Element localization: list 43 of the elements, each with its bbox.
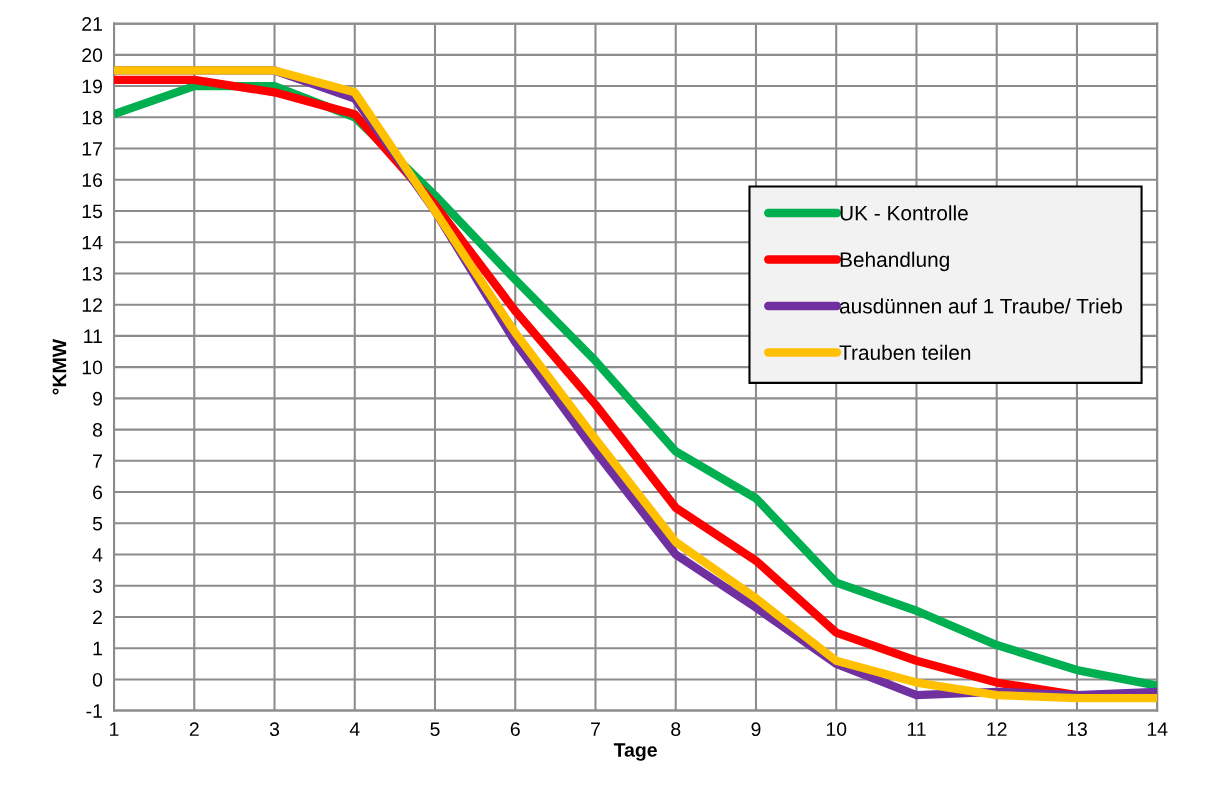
x-tick-label: 5 bbox=[430, 722, 440, 737]
y-tick-label: 13 bbox=[82, 266, 103, 281]
legend-label: UK - Kontrolle bbox=[840, 205, 968, 221]
x-tick-label: 7 bbox=[591, 722, 600, 736]
y-tick-label: 11 bbox=[84, 329, 102, 343]
x-tick-label: 9 bbox=[751, 722, 761, 737]
y-tick-label: 16 bbox=[82, 173, 103, 187]
x-tick-label: 13 bbox=[1067, 722, 1087, 737]
y-tick-label: 4 bbox=[92, 548, 103, 562]
y-tick-label: 3 bbox=[92, 579, 103, 593]
y-tick-label: 20 bbox=[82, 48, 103, 63]
y-tick-label: 2 bbox=[93, 610, 102, 625]
y-tick-label: 15 bbox=[82, 204, 103, 219]
y-tick-label: 1 bbox=[93, 641, 102, 656]
y-tick-label: 14 bbox=[82, 235, 103, 250]
y-tick-label: 6 bbox=[93, 485, 103, 500]
x-tick-label: 3 bbox=[269, 722, 280, 737]
y-tick-label: 17 bbox=[82, 142, 102, 156]
x-tick-label: 8 bbox=[671, 722, 681, 737]
y-tick-label: 21 bbox=[82, 17, 102, 31]
x-axis-title: Tage bbox=[613, 743, 657, 761]
y-tick-label: 12 bbox=[82, 298, 102, 312]
x-tick-label: 12 bbox=[987, 722, 1007, 736]
y-tick-label: 19 bbox=[82, 79, 102, 94]
y-tick-label: 9 bbox=[93, 391, 102, 406]
y-tick-label: 8 bbox=[92, 423, 103, 437]
y-tick-label: -1 bbox=[86, 704, 102, 718]
y-axis-title: °KMW bbox=[52, 338, 67, 395]
x-tick-label: 6 bbox=[510, 722, 520, 737]
x-tick-label: 14 bbox=[1147, 722, 1168, 736]
x-tick-label: 11 bbox=[907, 722, 926, 736]
x-tick-label: 10 bbox=[826, 722, 847, 737]
legend-label: ausdünnen auf 1 Traube/ Trieb bbox=[839, 298, 1122, 314]
y-tick-label: 0 bbox=[92, 672, 103, 687]
y-tick-label: 18 bbox=[82, 110, 103, 125]
y-tick-label: 5 bbox=[92, 516, 103, 531]
y-tick-label: 10 bbox=[82, 360, 103, 375]
x-tick-label: 2 bbox=[189, 722, 199, 736]
x-tick-label: 1 bbox=[110, 722, 119, 736]
x-tick-label: 4 bbox=[349, 722, 360, 736]
legend-label: Behandlung bbox=[840, 251, 949, 272]
y-tick-label: 7 bbox=[93, 454, 102, 468]
legend-label: Trauben teilen bbox=[839, 344, 971, 361]
